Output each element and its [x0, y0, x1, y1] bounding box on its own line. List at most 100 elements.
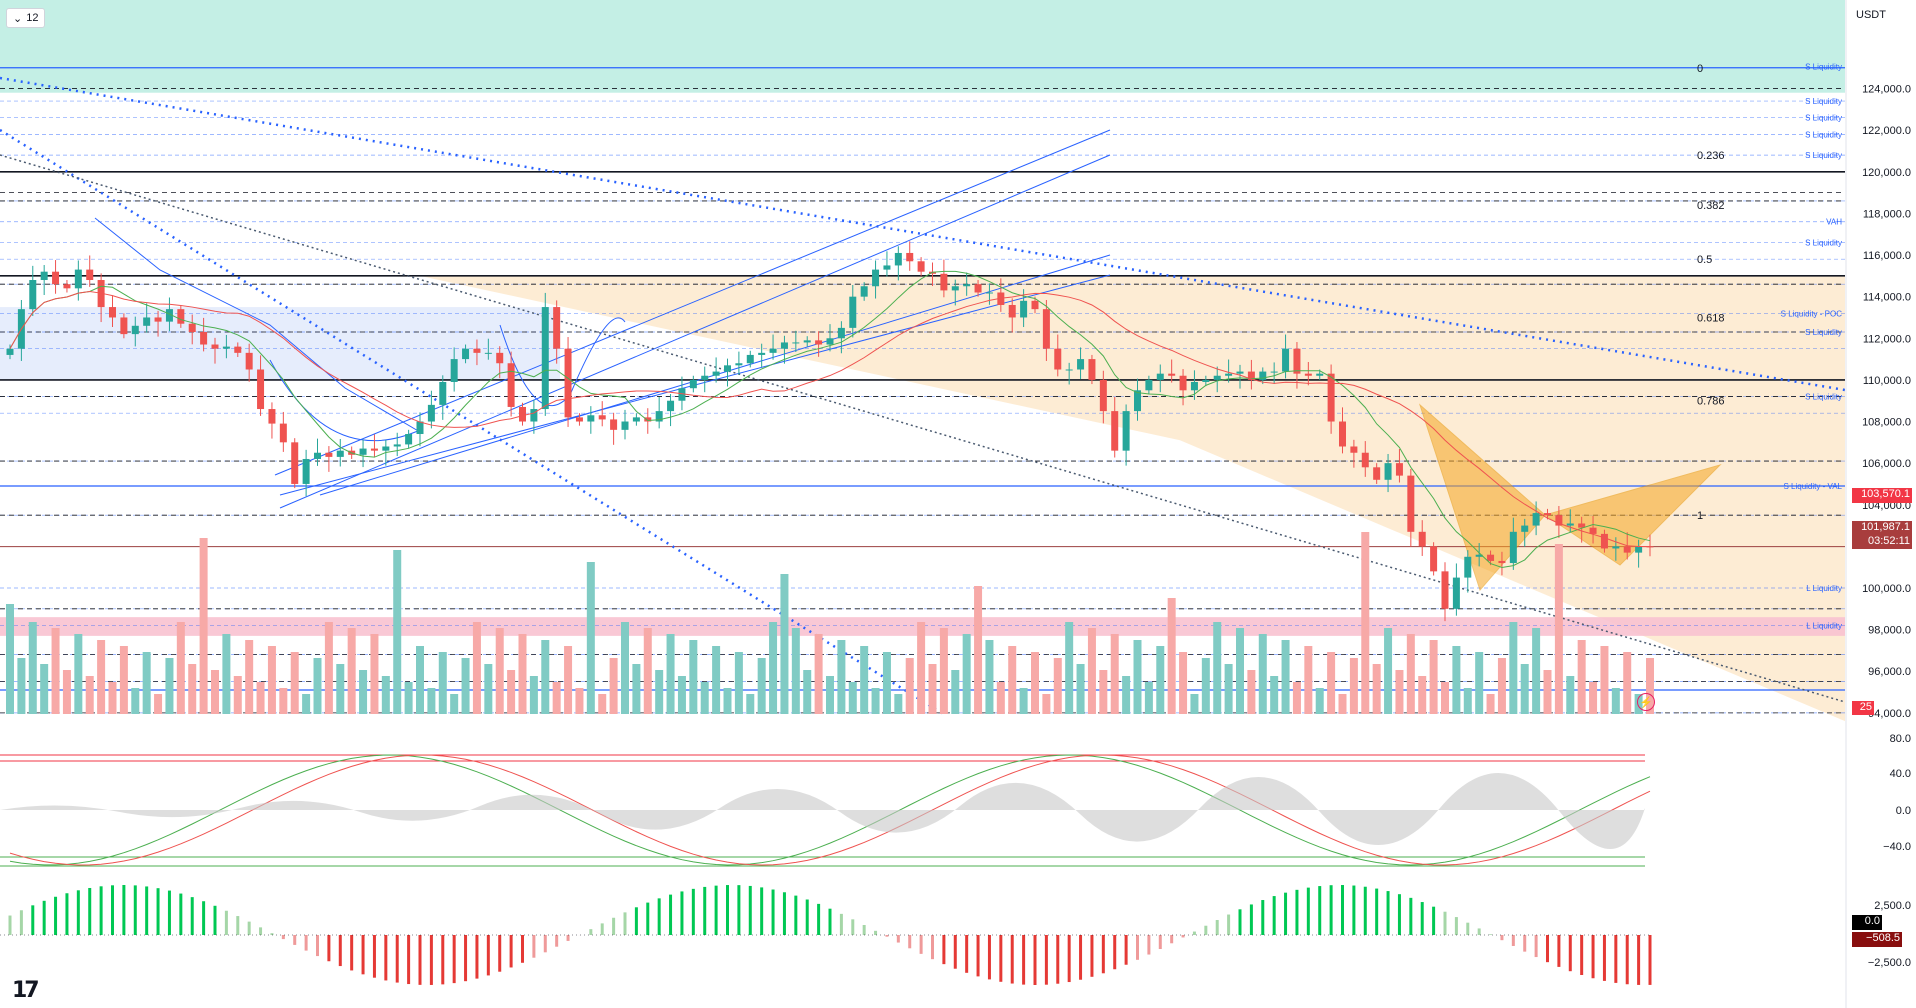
volume-bar — [1087, 628, 1096, 714]
macd-bar — [714, 885, 718, 935]
macd-bar — [1022, 935, 1026, 985]
volume-bar — [142, 652, 151, 714]
candle-body — [1498, 560, 1506, 564]
volume-bar — [1008, 646, 1017, 714]
liquidity-label: S Liquidity — [1805, 239, 1842, 248]
macd-bar — [1329, 885, 1333, 935]
last-price-badge: 101,987.1 — [1852, 521, 1912, 536]
macd-bar — [1454, 917, 1458, 935]
candle-body — [803, 340, 811, 343]
volume-bar — [757, 658, 766, 714]
volume-bar — [1361, 532, 1370, 714]
volume-bar — [427, 688, 436, 714]
macd-bar — [1614, 935, 1618, 983]
candle-body — [382, 446, 390, 451]
macd-bar — [987, 935, 991, 980]
flash-icon[interactable]: ⚡ — [1637, 693, 1655, 711]
volume-bar — [404, 682, 413, 714]
candle-body — [211, 344, 219, 349]
liquidity-label: S Liquidity — [1805, 130, 1842, 139]
candle-body — [74, 269, 82, 289]
interval-button[interactable]: ⌄ 12 — [6, 8, 46, 28]
macd-bar — [1044, 935, 1048, 985]
volume-bar — [131, 688, 140, 714]
fib-label: 0.236 — [1697, 150, 1725, 162]
macd-bar — [885, 935, 889, 937]
macd-bar — [953, 935, 957, 969]
macd-bar — [703, 886, 707, 935]
candle-body — [1646, 546, 1654, 548]
volume-bar — [1486, 694, 1495, 714]
ma-fast — [9, 270, 1651, 568]
candle-body — [1475, 554, 1483, 557]
indicator-tick-label: 2,500.0 — [1874, 900, 1911, 912]
volume-bar — [1452, 646, 1461, 714]
price-axis[interactable]: 124,000.0 122,000.0 120,000.0 118,000.0 116,… — [1845, 0, 1911, 1008]
macd-bar — [1238, 909, 1242, 935]
volume-bar — [541, 640, 550, 714]
candle-body — [519, 406, 526, 422]
macd-bar — [429, 935, 433, 985]
cup-curve-left — [269, 359, 421, 442]
volume-bar — [1258, 634, 1267, 714]
macd-bar — [1010, 935, 1014, 984]
fib-label: 1 — [1697, 510, 1703, 522]
macd-bar — [1580, 935, 1584, 976]
volume-bar — [370, 634, 379, 714]
histogram-shadow — [0, 772, 1645, 850]
candle-body — [1555, 515, 1563, 526]
macd-bar — [350, 935, 354, 971]
macd-bar — [1500, 935, 1504, 941]
macd-bar — [874, 930, 878, 935]
macd-bar — [1637, 935, 1641, 985]
volume-bar — [302, 694, 311, 714]
macd-bar — [1170, 935, 1174, 944]
volume-bar — [769, 622, 778, 714]
volume-bar — [1395, 670, 1404, 714]
candle-body — [632, 417, 640, 422]
volume-bar — [564, 646, 573, 714]
candle-body — [940, 273, 948, 291]
macd-bar — [111, 885, 114, 935]
price-tick-label: 98,000.0 — [1868, 625, 1911, 637]
volume-bar — [1327, 652, 1336, 714]
volume-bar — [1167, 598, 1176, 714]
macd-bar — [1420, 902, 1424, 935]
macd-bar — [680, 891, 684, 935]
macd-bar — [942, 935, 946, 965]
tradingview-logo[interactable]: 17 — [12, 978, 40, 1003]
liquidity-label: S Liquidity - POC — [1781, 309, 1843, 318]
candle-body — [1225, 373, 1233, 376]
volume-bar — [598, 694, 607, 714]
macd-bar — [247, 921, 251, 935]
fib-label: 0 — [1697, 63, 1703, 75]
volume-bar — [188, 664, 197, 714]
macd-bar — [748, 885, 752, 935]
macd-bar — [418, 935, 422, 985]
candle-body — [1327, 373, 1335, 422]
volume-bar — [267, 646, 276, 714]
volume-bar — [860, 646, 869, 714]
fib-label: 0.382 — [1697, 200, 1725, 212]
macd-bar — [190, 897, 194, 935]
volume-bar — [666, 634, 675, 714]
candle-body — [1418, 531, 1426, 547]
macd-bar — [76, 890, 80, 935]
macd-bar — [270, 933, 274, 935]
volume-bar — [245, 640, 254, 714]
macd-bar — [361, 935, 365, 975]
volume-bar — [780, 574, 789, 714]
candle-body — [359, 448, 367, 455]
volume-bar — [1144, 682, 1153, 714]
volume-bar — [837, 640, 846, 714]
macd-bar — [1090, 935, 1094, 977]
macd-bar — [441, 935, 445, 985]
volume-bar — [1441, 682, 1449, 714]
indicator-tick-label: 40.0 — [1890, 768, 1911, 780]
macd-bar — [1318, 886, 1322, 935]
volume-bar — [734, 652, 743, 714]
orange-zone — [420, 275, 1845, 722]
macd-bar — [1602, 935, 1606, 981]
indicator-tick-label: −2,500.0 — [1868, 957, 1911, 969]
